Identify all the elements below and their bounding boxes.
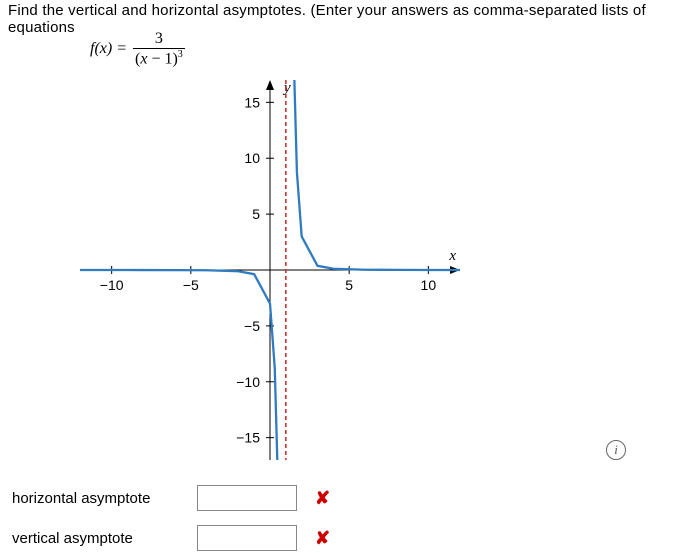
svg-text:15: 15	[244, 94, 260, 110]
function-graph: −10−5510−15−10−551015xy	[80, 80, 460, 460]
equation-fraction: 3 (x − 1)3	[133, 30, 185, 68]
svg-text:x: x	[448, 248, 456, 264]
vertical-asymptote-label: vertical asymptote	[12, 530, 197, 547]
svg-text:10: 10	[244, 150, 260, 166]
equation-lhs: f(x) =	[90, 40, 127, 57]
function-equation: f(x) = 3 (x − 1)3	[90, 30, 185, 68]
svg-text:10: 10	[421, 277, 437, 293]
svg-text:5: 5	[252, 206, 260, 222]
horizontal-asymptote-label: horizontal asymptote	[12, 490, 197, 507]
equation-denominator: (x − 1)3	[133, 49, 185, 68]
wrong-icon: ✘	[315, 489, 330, 507]
svg-text:5: 5	[345, 277, 353, 293]
horizontal-asymptote-input[interactable]	[197, 485, 297, 511]
horizontal-asymptote-row: horizontal asymptote ✘	[12, 485, 330, 511]
info-icon[interactable]: i	[606, 440, 626, 460]
svg-text:−10: −10	[236, 374, 260, 390]
equation-numerator: 3	[133, 30, 185, 49]
chart-svg: −10−5510−15−10−551015xy	[80, 80, 460, 460]
svg-text:−10: −10	[100, 277, 124, 293]
vertical-asymptote-row: vertical asymptote ✘	[12, 525, 330, 551]
svg-text:−15: −15	[236, 430, 260, 446]
vertical-asymptote-input[interactable]	[197, 525, 297, 551]
svg-text:−5: −5	[183, 277, 199, 293]
wrong-icon: ✘	[315, 529, 330, 547]
svg-text:−5: −5	[244, 318, 260, 334]
